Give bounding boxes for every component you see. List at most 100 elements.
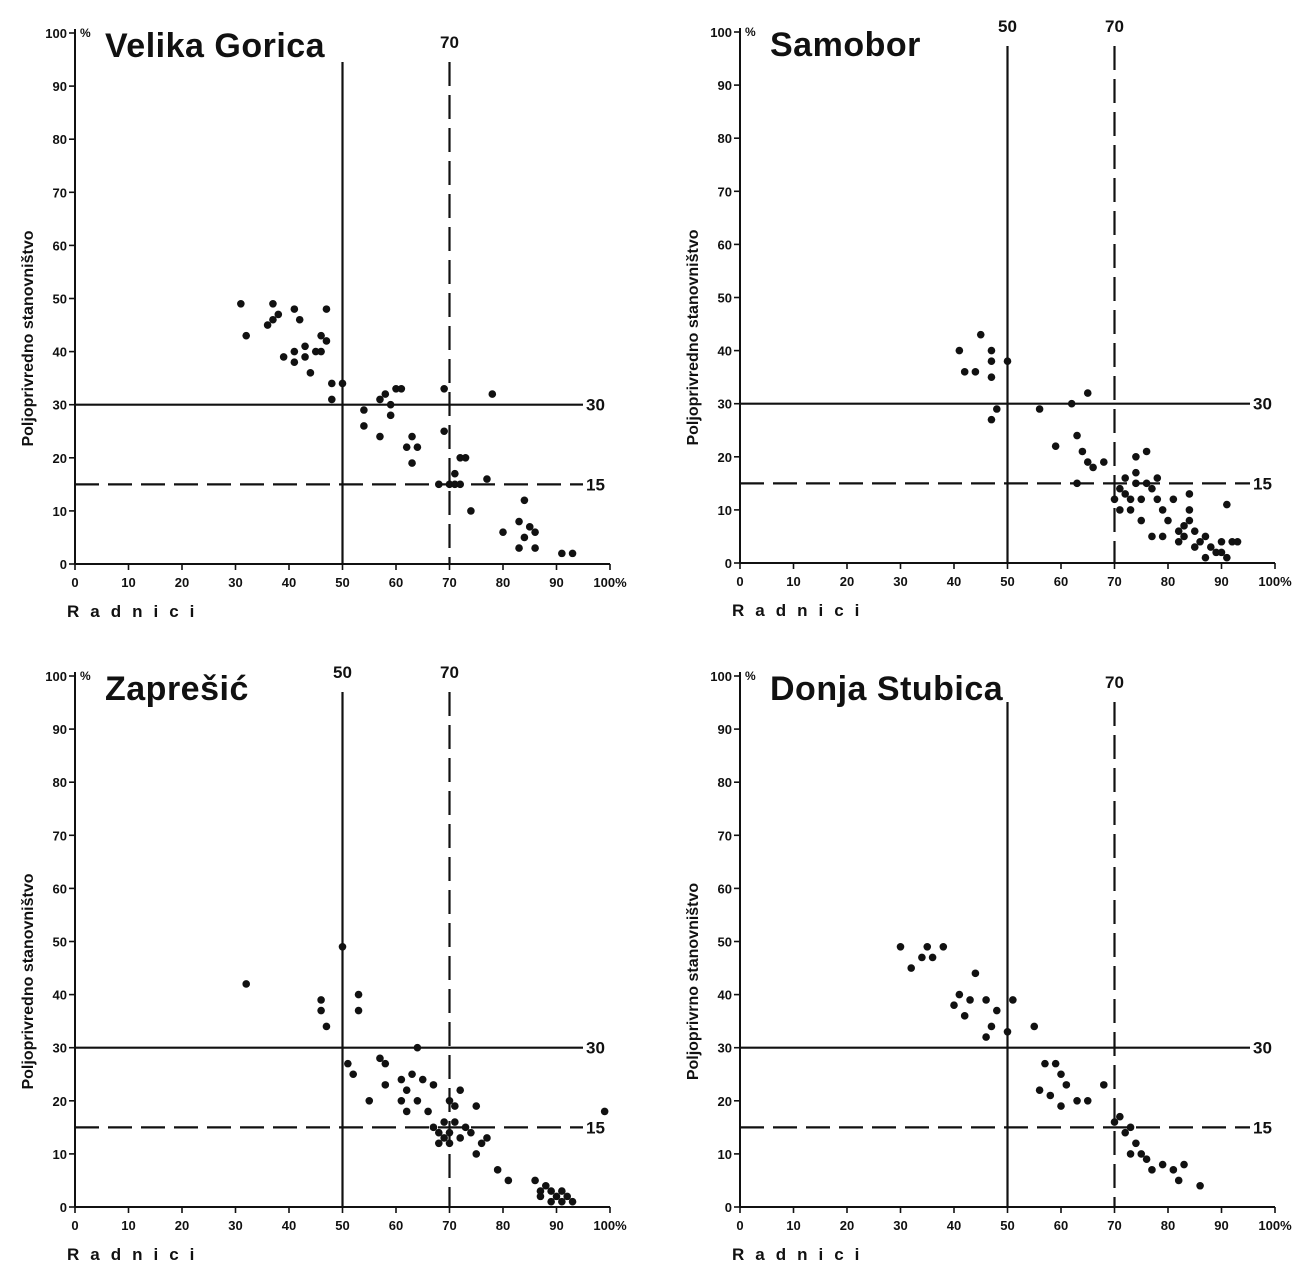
data-point [1073, 1097, 1081, 1105]
data-point [317, 331, 325, 340]
data-point [515, 517, 523, 526]
data-point [896, 943, 905, 951]
data-point [1057, 1070, 1065, 1079]
data-point [547, 1187, 555, 1195]
ref-label-70: 70 [440, 663, 459, 682]
x-tick-label: 10 [786, 574, 800, 589]
x-tick-label: 50 [1000, 1218, 1014, 1233]
y-tick-label: 80 [53, 775, 67, 790]
ref-label-70: 70 [1105, 673, 1124, 692]
y-tick-label: 40 [718, 988, 732, 1003]
data-point [269, 300, 277, 308]
data-point [1185, 490, 1194, 498]
data-point [1142, 1155, 1151, 1164]
data-point [1121, 1128, 1129, 1137]
y-unit-label: % [745, 669, 756, 683]
data-point [1083, 389, 1092, 397]
data-point [1126, 1123, 1135, 1132]
data-point [408, 1070, 416, 1079]
data-point [402, 443, 411, 451]
y-axis-label: Poljoprivredno stanovništvo [20, 873, 37, 1089]
data-point [1153, 495, 1162, 504]
x-tick-label: 0 [736, 574, 743, 589]
x-tick-label: 40 [282, 575, 296, 590]
x-tick-label: 80 [1161, 1218, 1175, 1233]
data-point [1100, 1081, 1108, 1089]
y-tick-label: 50 [53, 292, 67, 307]
y-tick-label: 0 [725, 556, 732, 571]
y-axis-label: Poljoprivrno stanovništvo [685, 883, 702, 1081]
x-tick-label: 70 [1107, 574, 1121, 589]
data-point [483, 1134, 491, 1142]
data-point [402, 1107, 411, 1116]
y-tick-label: 30 [53, 1041, 67, 1056]
data-point [536, 1187, 545, 1195]
y-tick-label: 70 [53, 828, 67, 843]
panel-samobor: 0 10 20 30 40 50 60 70 80 90 100% 0 10 20 30 40 50 60 70 80… [685, 17, 1292, 620]
y-tick-label: 100 [45, 669, 67, 684]
data-point [568, 1197, 577, 1206]
data-point [322, 305, 331, 313]
data-point [386, 411, 395, 420]
x-tick-label: 60 [389, 575, 403, 590]
data-point [381, 390, 390, 398]
data-point [386, 400, 395, 409]
data-point [451, 480, 459, 489]
data-point [435, 1128, 443, 1137]
data-point [290, 347, 299, 356]
data-point [1003, 1027, 1012, 1036]
y-tick-label: 10 [53, 1147, 67, 1162]
data-point [1089, 463, 1097, 472]
x-tick-label: 60 [1054, 574, 1068, 589]
data-point [1009, 996, 1017, 1004]
data-point [279, 353, 288, 361]
y-tick-label: 60 [53, 881, 67, 896]
data-point [907, 964, 915, 972]
data-point [424, 1107, 432, 1116]
data-point [1110, 495, 1119, 504]
data-point [263, 321, 272, 329]
data-point [960, 1012, 969, 1020]
data-point [381, 1081, 390, 1089]
data-point [1174, 1176, 1183, 1185]
data-point [1132, 1139, 1140, 1148]
y-tick-label: 20 [718, 1094, 732, 1109]
y-tick-label: 30 [53, 398, 67, 413]
data-point [1132, 479, 1140, 488]
ref-label-15: 15 [1253, 474, 1272, 493]
data-point [928, 953, 937, 962]
data-point [1132, 468, 1140, 477]
data-point [413, 1097, 422, 1105]
x-tick-label: 60 [389, 1218, 403, 1233]
y-tick-label: 20 [718, 450, 732, 465]
data-point [1180, 1160, 1188, 1169]
x-tick-label: 50 [1000, 574, 1014, 589]
data-point [1164, 516, 1172, 525]
y-tick-label: 90 [53, 722, 67, 737]
x-tick-label: 80 [496, 575, 510, 590]
data-point [1137, 1150, 1146, 1158]
data-point [397, 1097, 406, 1105]
x-tick-label: 90 [549, 1218, 563, 1233]
data-point [531, 544, 539, 552]
ref-label-30: 30 [1253, 1039, 1272, 1058]
data-point [429, 1123, 438, 1132]
data-point [1185, 506, 1194, 514]
data-point [1116, 1112, 1124, 1121]
data-point [338, 943, 347, 951]
data-point [1083, 458, 1092, 466]
y-tick-label: 80 [718, 131, 732, 146]
x-tick-label: 90 [1214, 574, 1228, 589]
data-point [1121, 474, 1129, 482]
x-tick-label: 60 [1054, 1218, 1068, 1233]
x-axis-label: Radnici [732, 601, 870, 620]
data-point [1153, 474, 1162, 482]
x-tick-label: 10 [121, 575, 135, 590]
data-point [429, 1081, 438, 1089]
data-point [1201, 553, 1210, 562]
data-point [338, 379, 347, 388]
y-tick-label: 0 [60, 1200, 67, 1215]
data-point [1142, 479, 1151, 488]
x-tick-label: 0 [71, 575, 78, 590]
data-point [955, 990, 964, 999]
